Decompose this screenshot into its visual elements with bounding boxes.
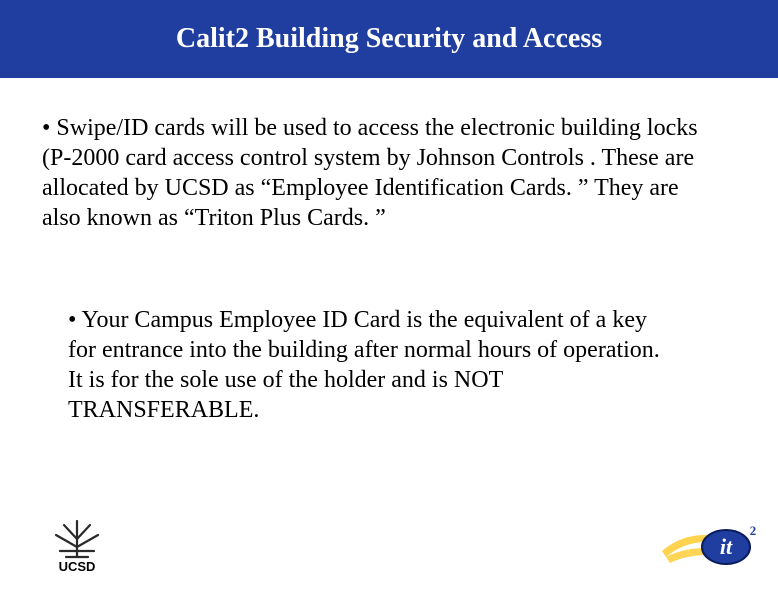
ucsd-logo-icon: UCSD [42,513,112,575]
slide-title: Calit2 Building Security and Access [176,23,602,55]
it2-logo-superscript: 2 [750,523,757,538]
it2-logo-icon: it 2 [660,521,760,571]
it2-logo: it 2 [660,521,760,576]
title-band: Calit2 Building Security and Access [0,0,778,78]
it2-logo-text: it [720,534,733,559]
bullet-paragraph-1: • Swipe/ID cards will be used to access … [42,113,702,233]
ucsd-logo: UCSD [42,513,112,580]
ucsd-logo-text: UCSD [59,559,96,574]
bullet-paragraph-2: • Your Campus Employee ID Card is the eq… [68,305,678,425]
